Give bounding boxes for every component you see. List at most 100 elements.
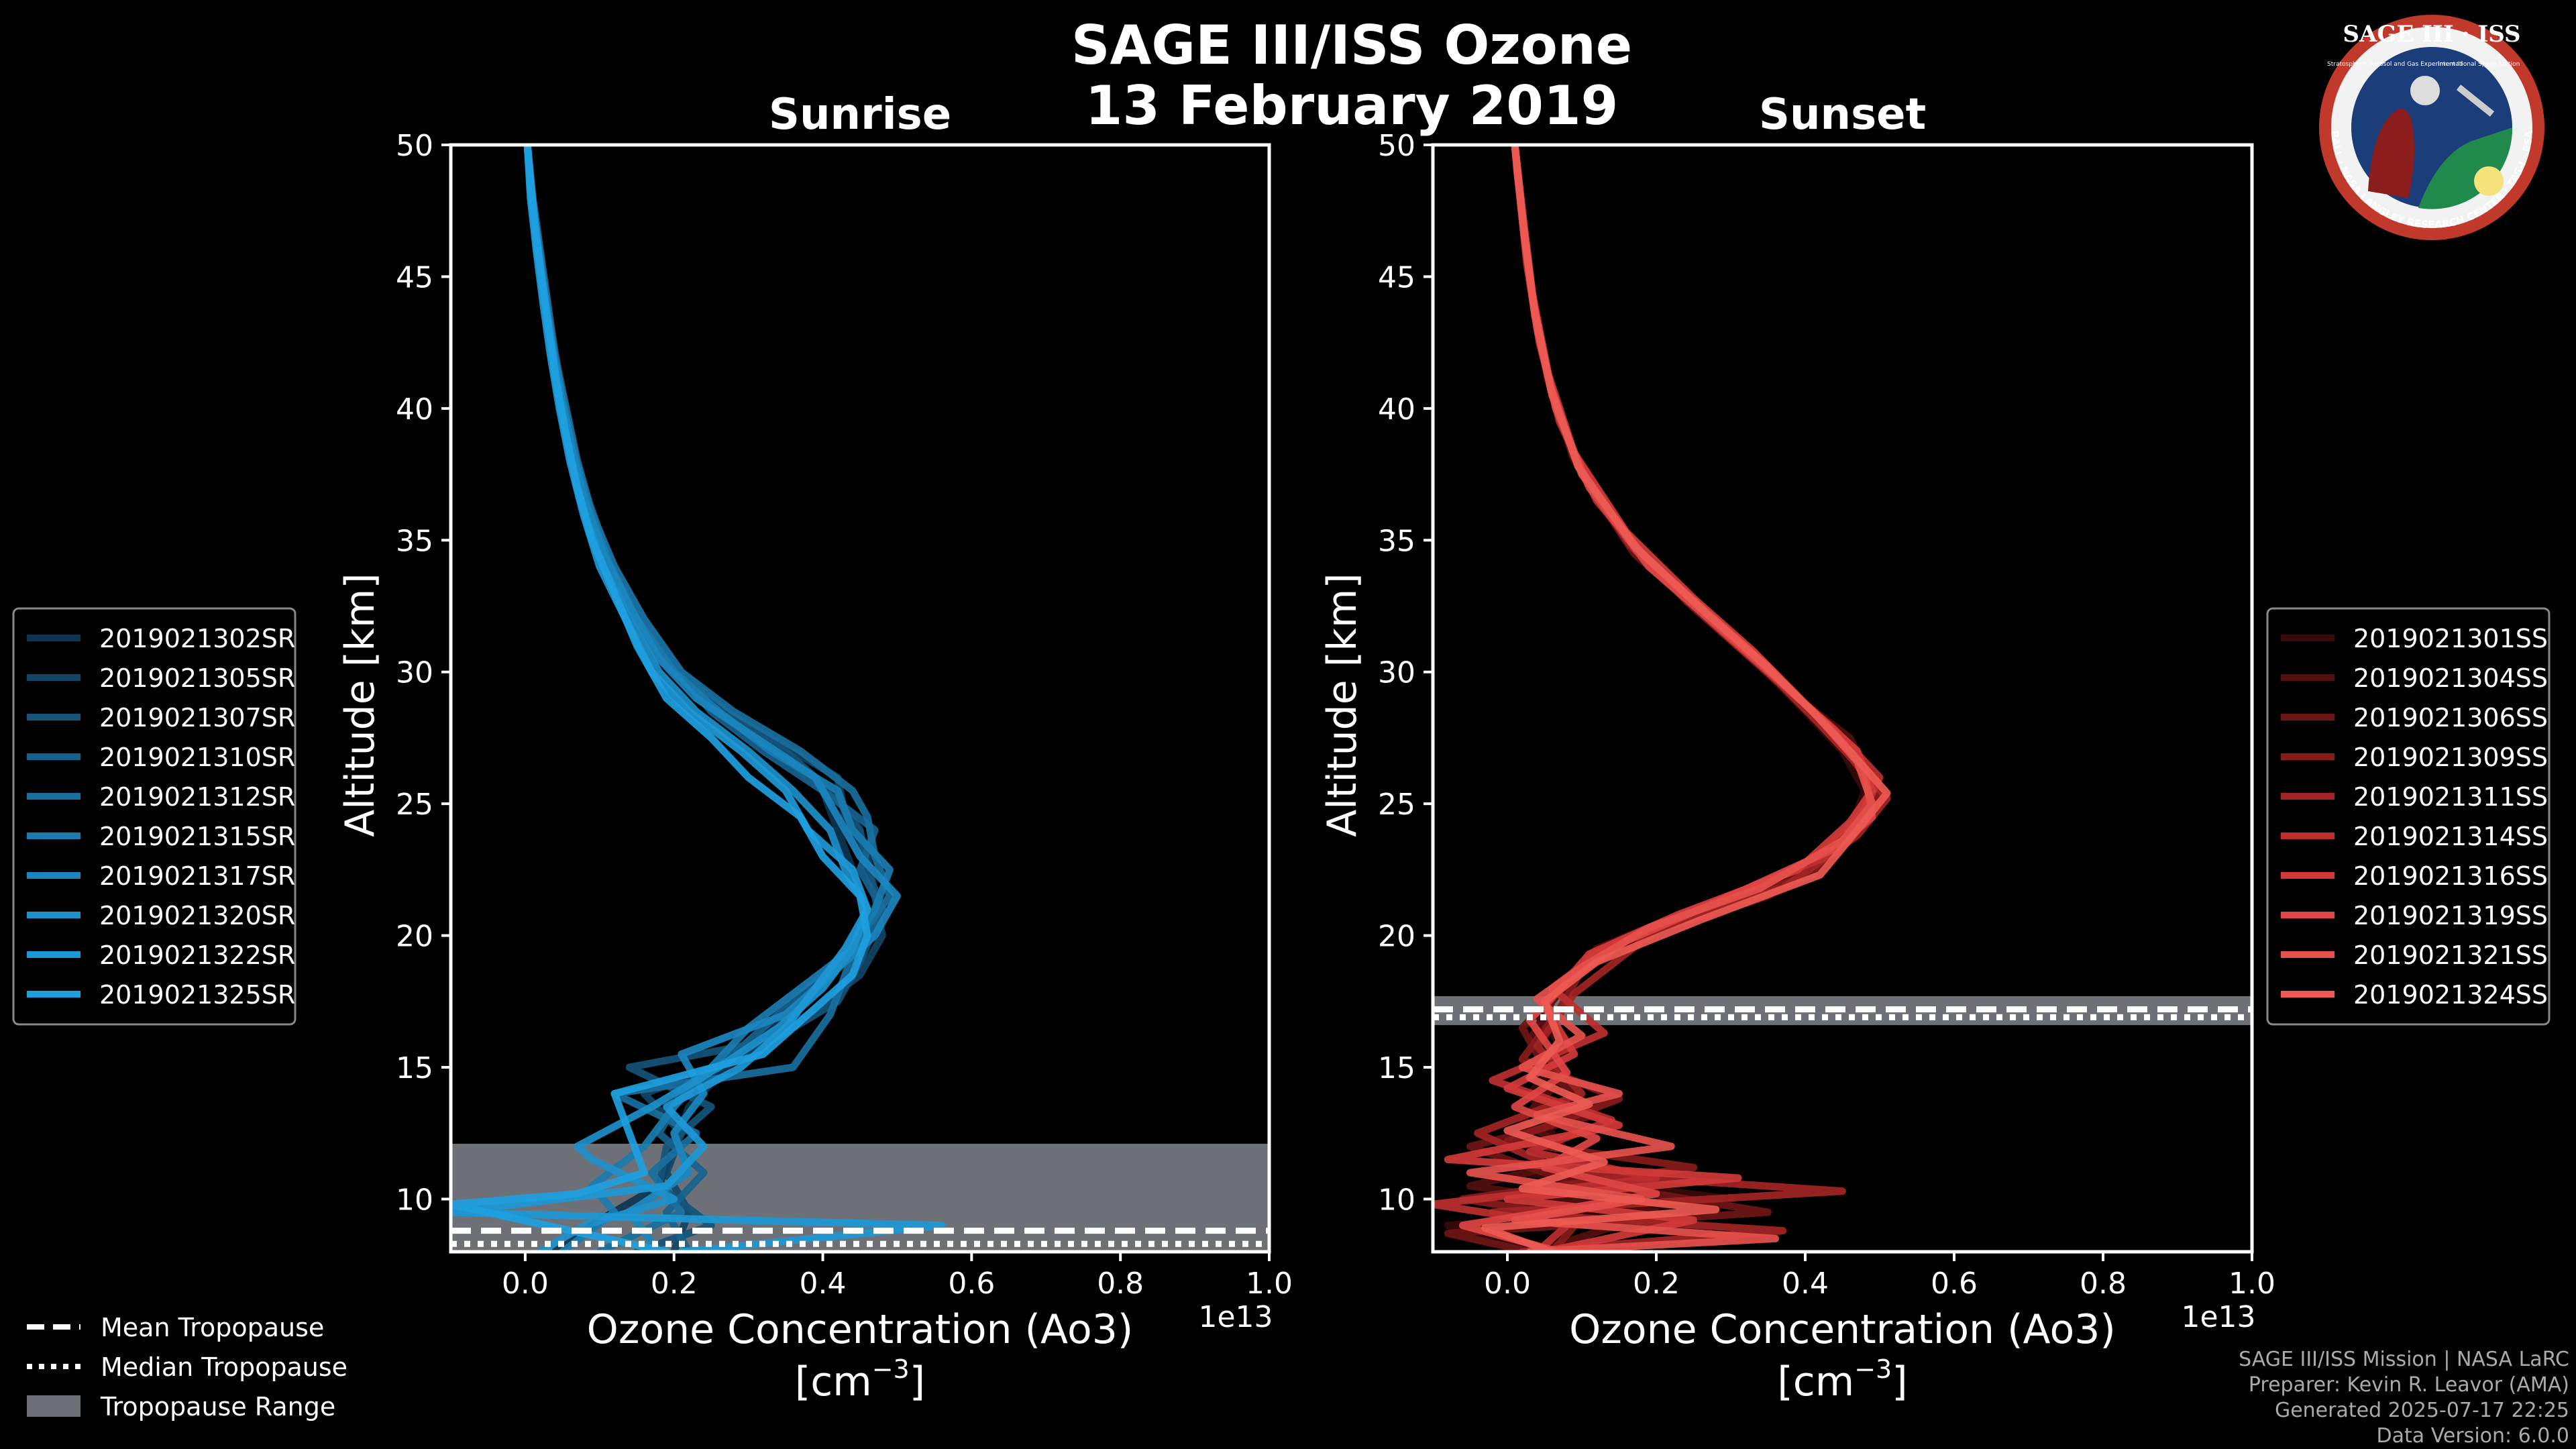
sunrise-legend: 2019021302SR 2019021305SR 2019021307SR 2019… <box>12 607 297 1026</box>
sunrise-xtick-label: 0.0 <box>502 1267 549 1301</box>
sunrise-legend-entry: 2019021322SR <box>99 941 295 970</box>
credit-line3: Generated 2025-07-17 22:25 <box>2275 1399 2569 1422</box>
profile-line-2019021325SR <box>451 145 871 1252</box>
logo-title: SAGE III · ISS <box>2343 21 2520 48</box>
sunset-xtick-label: 0.2 <box>1633 1267 1680 1301</box>
sunset-legend-entry: 2019021306SS <box>2353 703 2548 733</box>
profile-line-2019021304SS <box>1466 145 1876 1252</box>
sunrise-legend-box <box>12 607 297 1026</box>
sunrise-ytick-label: 15 <box>396 1051 433 1085</box>
profile-line-2019021314SS <box>1433 145 1884 1252</box>
sunrise-legend-entry: 2019021320SR <box>99 901 295 930</box>
sunset-legend-entry: 2019021314SS <box>2353 822 2548 851</box>
mean-tropopause-label: Mean Tropopause <box>101 1313 324 1342</box>
logo-sun-icon <box>2474 166 2504 196</box>
sunset-y-axis-label: Altitude [km] <box>1319 573 1366 837</box>
sunrise-xtick-label: 0.2 <box>651 1267 698 1301</box>
sunrise-legend-entry: 2019021305SR <box>99 663 295 693</box>
sunset-ytick-label: 45 <box>1378 260 1415 294</box>
sunset-panel-title: Sunset <box>1759 90 1926 140</box>
sunset-legend-entry: 2019021311SS <box>2353 782 2548 812</box>
tropopause-legend: Mean Tropopause Median Tropopause Tropop… <box>27 1313 347 1421</box>
sunset-legend: 2019021301SS 2019021304SS 2019021306SS 2019… <box>2266 607 2551 1026</box>
sage-iii-iss-logo: SAGE III · ISS Stratospheric Aerosol and… <box>2319 15 2544 240</box>
figure-title-line1: SAGE III/ISS Ozone <box>1071 14 1632 76</box>
sunset-profiles <box>1433 145 1891 1252</box>
sunrise-xtick-label: 0.8 <box>1097 1267 1144 1301</box>
sunset-xtick-label: 0.8 <box>2080 1267 2127 1301</box>
sunrise-xtick-label: 0.4 <box>800 1267 847 1301</box>
sunset-panel: 0.0 0.2 0.4 0.6 0.8 1.0 10 15 20 25 30 35 40 45 50 Suns… <box>1319 90 2551 1405</box>
sunrise-xtick-label: 0.6 <box>948 1267 995 1301</box>
logo-earth-icon <box>2418 127 2513 209</box>
logo-inner-text-right: International Space Station <box>2438 61 2520 68</box>
sunrise-x-axis-label: Ozone Concentration (Ao3) <box>587 1306 1134 1353</box>
sunrise-legend-entry: 2019021302SR <box>99 624 295 653</box>
sunset-xtick-label: 0.6 <box>1931 1267 1978 1301</box>
sunrise-ytick-label: 40 <box>396 392 433 427</box>
sunset-legend-box <box>2266 607 2551 1026</box>
sunrise-x-offset-label: 1e13 <box>1198 1300 1273 1334</box>
sunset-legend-entry: 2019021319SS <box>2353 901 2548 930</box>
sunrise-panel: 0.0 0.2 0.4 0.6 0.8 1.0 10 15 20 25 30 35 40 45 50 Sunr… <box>12 90 1293 1405</box>
tropopause-range-label: Tropopause Range <box>100 1392 335 1421</box>
sunrise-ytick-label: 10 <box>396 1183 433 1217</box>
sunset-legend-entry: 2019021321SS <box>2353 941 2548 970</box>
sunrise-ytick-label: 30 <box>396 656 433 690</box>
sunrise-axes-frame <box>449 143 1271 1254</box>
credit-line4: Data Version: 6.0.0 <box>2377 1424 2569 1448</box>
sunset-legend-entry: 2019021304SS <box>2353 663 2548 693</box>
sunset-x-axis-units: [cm−3] <box>1777 1354 1907 1405</box>
sunset-ytick-label: 35 <box>1378 524 1415 558</box>
sunrise-legend-entry: 2019021317SR <box>99 861 295 891</box>
sunset-ytick-label: 30 <box>1378 656 1415 690</box>
sunset-legend-entry: 2019021316SS <box>2353 861 2548 891</box>
sunrise-legend-entry: 2019021307SR <box>99 703 295 733</box>
sunset-x-axis-label: Ozone Concentration (Ao3) <box>1569 1306 2116 1353</box>
credits: SAGE III/ISS Mission | NASA LaRC Prepare… <box>2239 1348 2569 1448</box>
profile-line-2019021321SS <box>1466 145 1876 1252</box>
sunrise-legend-entry: 2019021315SR <box>99 822 295 851</box>
figure-title-line2: 13 February 2019 <box>1085 74 1619 137</box>
sunrise-xtick-label: 1.0 <box>1246 1267 1293 1301</box>
credit-line2: Preparer: Kevin R. Leavor (AMA) <box>2249 1373 2569 1397</box>
credit-line1: SAGE III/ISS Mission | NASA LaRC <box>2239 1348 2569 1371</box>
profile-line-2019021324SS <box>1481 145 1891 1252</box>
sunset-ytick-label: 40 <box>1378 392 1415 427</box>
logo-iss-icon <box>2456 85 2495 117</box>
sunset-ytick-label: 50 <box>1378 129 1415 163</box>
profile-line-2019021309SS <box>1458 145 1884 1252</box>
sunset-legend-entry: 2019021301SS <box>2353 624 2548 653</box>
sunset-legend-entry: 2019021309SS <box>2353 743 2548 772</box>
sunrise-legend-entry: 2019021310SR <box>99 743 295 772</box>
sunrise-ytick-label: 20 <box>396 920 433 954</box>
profile-line-2019021319SS <box>1458 145 1876 1252</box>
sunset-x-offset-label: 1e13 <box>2181 1300 2255 1334</box>
logo-inner-text-left: Stratospheric Aerosol and Gas Experiment… <box>2327 61 2463 68</box>
sunset-ytick-label: 20 <box>1378 920 1415 954</box>
sunrise-panel-title: Sunrise <box>769 90 951 140</box>
sunrise-y-axis-label: Altitude [km] <box>337 573 384 837</box>
sunset-ytick-label: 15 <box>1378 1051 1415 1085</box>
sunrise-ytick-label: 35 <box>396 524 433 558</box>
sunrise-ytick-label: 50 <box>396 129 433 163</box>
sunset-ytick-label: 10 <box>1378 1183 1415 1217</box>
sunset-xtick-label: 0.0 <box>1484 1267 1531 1301</box>
tropopause-range-swatch <box>27 1395 80 1417</box>
sunset-xtick-label: 0.4 <box>1782 1267 1829 1301</box>
sunrise-legend-entry: 2019021312SR <box>99 782 295 812</box>
profile-line-2019021316SS <box>1444 145 1876 1252</box>
sunset-legend-entry: 2019021324SS <box>2353 980 2548 1010</box>
sunrise-profiles <box>451 145 946 1252</box>
median-tropopause-label: Median Tropopause <box>101 1352 347 1382</box>
logo-moon-icon <box>2410 76 2440 105</box>
sunset-ytick-label: 25 <box>1378 788 1415 822</box>
sunrise-x-axis-units: [cm−3] <box>795 1354 925 1405</box>
sunset-xtick-label: 1.0 <box>2229 1267 2275 1301</box>
sunrise-ytick-label: 45 <box>396 260 433 294</box>
logo-astronomer-icon <box>2368 109 2414 198</box>
sunrise-ytick-label: 25 <box>396 788 433 822</box>
sunset-axes-frame <box>1431 143 2254 1254</box>
sunrise-legend-entry: 2019021325SR <box>99 980 295 1010</box>
